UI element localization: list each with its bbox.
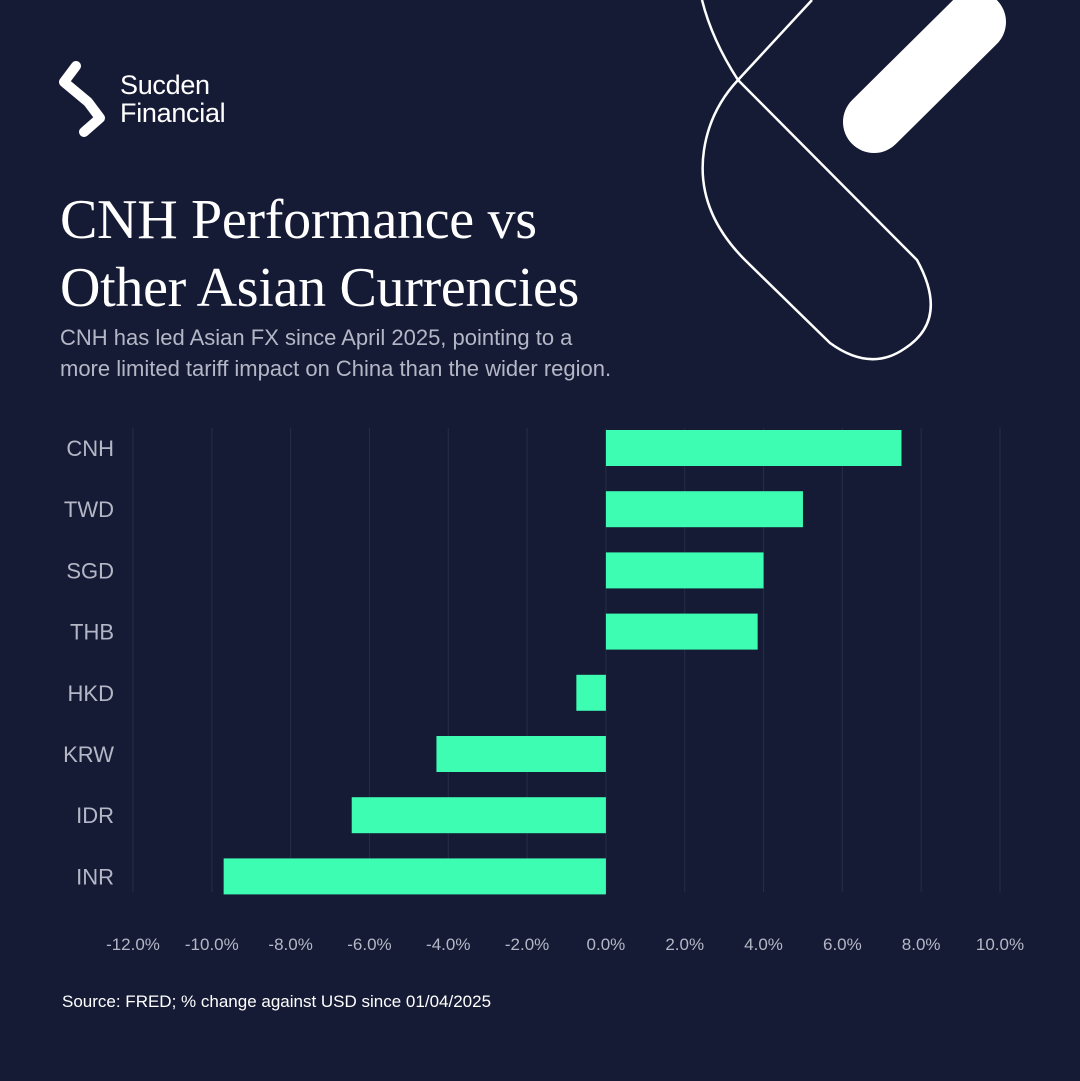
brand-wordmark: Sucden Financial [120, 70, 226, 128]
bar-twd [605, 491, 803, 528]
subtitle-line-2: more limited tariff impact on China than… [60, 356, 612, 381]
x-tick-label: 4.0% [744, 935, 783, 954]
bar-idr [351, 797, 606, 834]
bar-inr [223, 858, 606, 895]
bar-thb [605, 613, 758, 650]
x-tick-label: 8.0% [902, 935, 941, 954]
source-note: Source: FRED; % change against USD since… [62, 992, 492, 1011]
bar-sgd [605, 552, 764, 589]
page-title: CNH Performance vs Other Asian Currencie… [60, 186, 579, 322]
category-label: IDR [76, 803, 114, 828]
brand-logo: Sucden Financial [58, 60, 226, 138]
category-label: HKD [68, 681, 114, 706]
x-tick-label: 10.0% [976, 935, 1024, 954]
category-label: SGD [66, 558, 114, 583]
title-line-2: Other Asian Currencies [60, 257, 580, 319]
page-subtitle: CNH has led Asian FX since April 2025, p… [60, 322, 611, 384]
category-label: TWD [64, 497, 114, 522]
bar-krw [436, 736, 606, 772]
x-tick-label: -8.0% [268, 935, 312, 954]
x-tick-label: 0.0% [587, 935, 626, 954]
x-tick-label: -2.0% [505, 935, 549, 954]
brand-line-2: Financial [120, 98, 226, 128]
sucden-logo-icon [59, 61, 105, 137]
x-tick-label: 6.0% [823, 935, 862, 954]
bar-hkd [576, 674, 606, 711]
subtitle-line-1: CNH has led Asian FX since April 2025, p… [60, 325, 573, 350]
decorative-outline-shape [700, 0, 932, 361]
x-tick-label: -6.0% [347, 935, 391, 954]
title-line-1: CNH Performance vs [60, 189, 537, 251]
x-tick-label: -12.0% [106, 935, 160, 954]
x-tick-label: -10.0% [185, 935, 239, 954]
bar-cnh [605, 430, 902, 466]
x-tick-label: 2.0% [665, 935, 704, 954]
category-label: INR [76, 864, 114, 889]
category-label: THB [70, 620, 114, 645]
decorative-stroke [843, 0, 1006, 153]
brand-line-1: Sucden [120, 70, 210, 100]
category-label: KRW [63, 742, 114, 767]
category-label: CNH [66, 436, 114, 461]
x-tick-label: -4.0% [426, 935, 470, 954]
